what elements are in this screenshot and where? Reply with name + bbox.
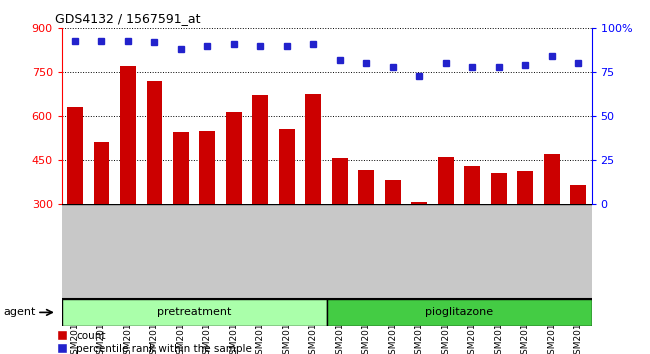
Bar [67, 107, 83, 204]
Bar [252, 96, 268, 204]
Text: agent: agent [3, 307, 36, 318]
Bar [385, 180, 401, 204]
Bar [570, 184, 586, 204]
Bar [146, 81, 162, 204]
Bar [332, 158, 348, 204]
Bar [326, 299, 592, 326]
Bar [120, 66, 136, 204]
Bar [438, 157, 454, 204]
Text: GDS4132 / 1567591_at: GDS4132 / 1567591_at [55, 12, 201, 25]
Bar [173, 132, 189, 204]
Bar [306, 94, 321, 204]
Bar [279, 129, 295, 204]
Bar [544, 154, 560, 204]
Bar [62, 299, 326, 326]
Bar [94, 142, 109, 204]
Bar [358, 170, 374, 204]
Text: pretreatment: pretreatment [157, 307, 231, 318]
Text: pioglitazone: pioglitazone [425, 307, 493, 318]
Bar [200, 131, 215, 204]
Bar [491, 173, 507, 204]
Bar [517, 171, 533, 204]
Bar [411, 202, 427, 204]
Bar [226, 112, 242, 204]
Legend: count, percentile rank within the sample: count, percentile rank within the sample [57, 331, 252, 354]
Bar [464, 166, 480, 204]
